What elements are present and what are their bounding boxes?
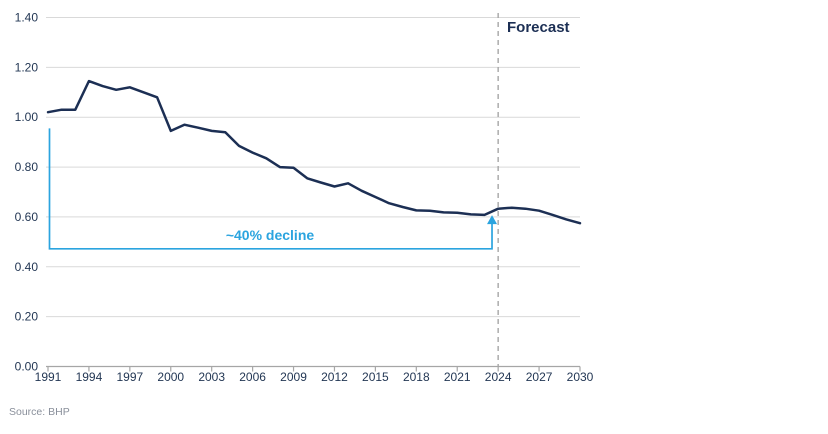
x-tick-label: 1994 [76, 370, 103, 384]
x-tick-label: 2012 [321, 370, 348, 384]
x-tick-label: 2009 [280, 370, 307, 384]
x-tick-label: 2018 [403, 370, 430, 384]
x-tick-label: 2030 [567, 370, 594, 384]
x-tick-label: 2027 [526, 370, 553, 384]
y-tick-label: 1.40 [15, 11, 39, 25]
y-tick-label: 0.40 [15, 260, 39, 274]
x-tick-label: 2006 [239, 370, 266, 384]
decline-arrowhead [487, 215, 498, 225]
y-tick-label: 0.60 [15, 210, 39, 224]
x-tick-label: 2021 [444, 370, 471, 384]
y-tick-label: 1.00 [15, 110, 39, 124]
y-tick-label: 0.20 [15, 310, 39, 324]
y-tick-label: 1.20 [15, 60, 39, 74]
forecast-label: Forecast [507, 19, 570, 36]
x-tick-label: 1997 [116, 370, 143, 384]
y-tick-label: 0.00 [15, 360, 39, 374]
x-tick-label: 2015 [362, 370, 389, 384]
decline-bracket [48, 128, 493, 250]
source-note: Source: BHP [9, 406, 70, 418]
x-tick-label: 2003 [198, 370, 225, 384]
y-tick-label: 0.80 [15, 160, 39, 174]
data-line-series [46, 79, 582, 225]
x-tick-label: 2000 [157, 370, 184, 384]
x-tick-label: 1991 [35, 370, 62, 384]
decline-annotation-label: ~40% decline [225, 227, 315, 243]
x-tick-label: 2024 [485, 370, 512, 384]
